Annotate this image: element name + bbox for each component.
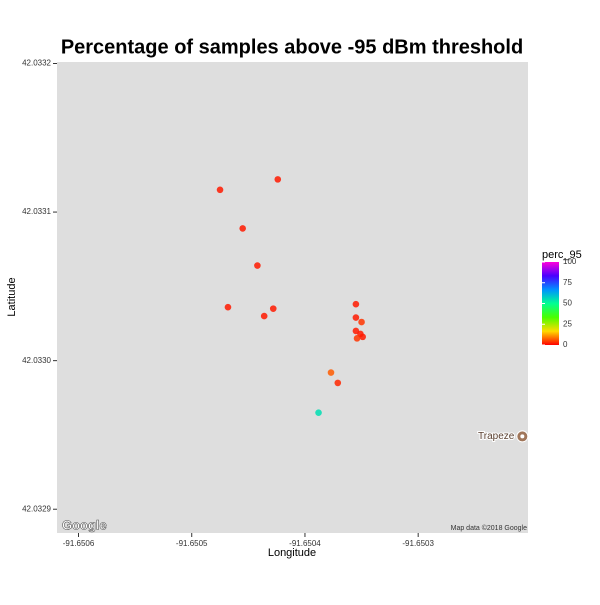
- colorbar-tick-label: 25: [563, 319, 572, 328]
- point: [359, 333, 366, 341]
- x-tick-label: -91.6505: [176, 539, 208, 548]
- point: [254, 262, 261, 269]
- colorbar-tick-label: 0: [563, 340, 568, 349]
- colorbar: [542, 262, 559, 345]
- map-attribution: Map data ©2018 Google: [451, 524, 527, 532]
- chart-title: Percentage of samples above -95 dBm thre…: [61, 36, 523, 58]
- place-marker-dot: [520, 434, 525, 439]
- point: [352, 300, 360, 308]
- point: [274, 176, 282, 183]
- colorbar-tick-label: 50: [563, 299, 572, 308]
- y-tick-label: 42.0330: [22, 356, 51, 365]
- x-tick-label: -91.6504: [289, 539, 321, 548]
- place-label: Trapeze: [478, 431, 515, 442]
- colorbar-tick-label: 75: [563, 278, 572, 287]
- point: [353, 335, 361, 342]
- x-axis-label: Longitude: [268, 547, 316, 559]
- y-tick-label: 42.0329: [22, 504, 51, 513]
- point: [334, 379, 342, 387]
- colorbar-tick-label: 100: [563, 257, 577, 266]
- google-logo: Google: [62, 517, 107, 532]
- point: [224, 303, 232, 311]
- y-axis-label: Latitude: [6, 277, 18, 316]
- x-tick-label: -91.6506: [63, 539, 95, 548]
- point: [327, 369, 335, 376]
- point: [239, 225, 246, 232]
- point: [260, 312, 268, 320]
- legend-title: perc_95: [542, 249, 582, 261]
- point: [352, 314, 360, 321]
- y-tick-label: 42.0332: [22, 59, 51, 68]
- point: [216, 186, 224, 194]
- point: [358, 318, 365, 326]
- y-tick-label: 42.0331: [22, 207, 51, 216]
- x-tick-label: -91.6503: [402, 539, 434, 548]
- point: [315, 409, 322, 416]
- point: [269, 305, 277, 312]
- map-panel: [57, 62, 528, 533]
